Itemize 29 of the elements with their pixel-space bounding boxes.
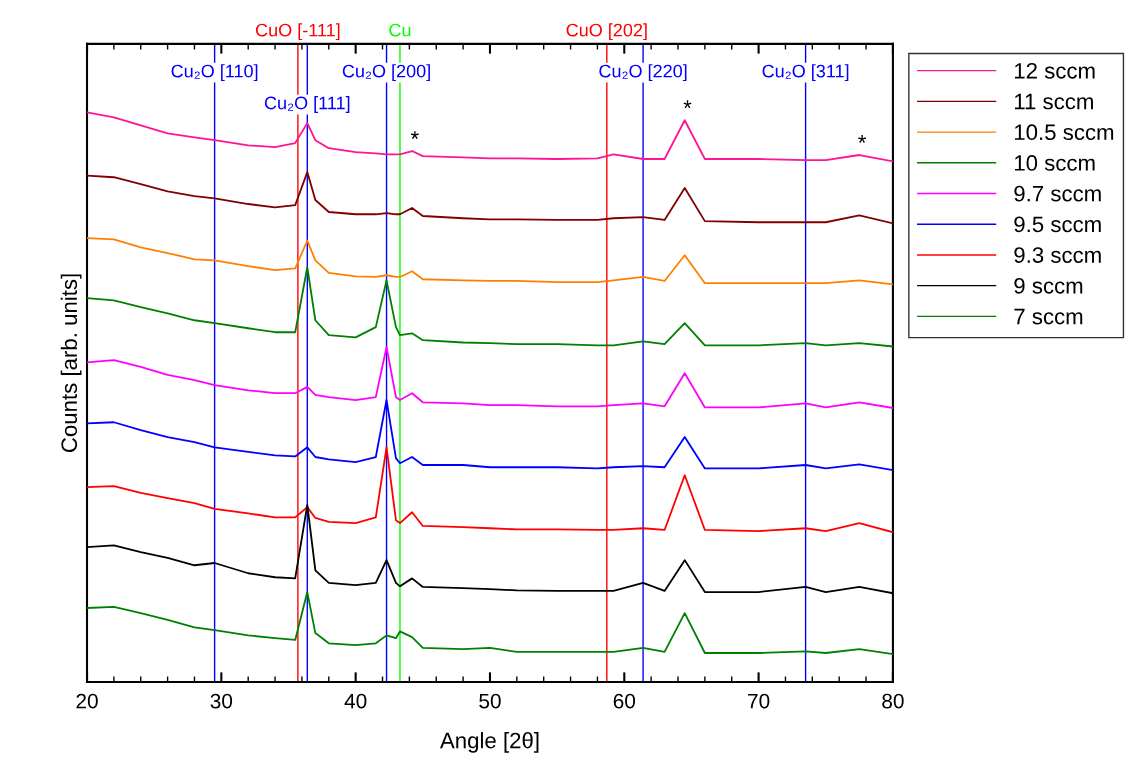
x-tick-label: 50 <box>479 693 501 709</box>
legend-label: 11 sccm <box>1014 93 1093 110</box>
annotation: * <box>683 100 692 109</box>
legend-label: 12 sccm <box>1014 62 1095 79</box>
legend-label: 9.7 sccm <box>1014 185 1101 202</box>
legend-label: 10.5 sccm <box>1014 124 1114 141</box>
x-tick-label: 80 <box>882 693 904 709</box>
ref-line-label: Cu <box>389 23 411 37</box>
annotation: * <box>410 131 419 139</box>
legend-label: 7 sccm <box>1014 308 1083 325</box>
ref-line-label: CuO [202] <box>566 23 647 41</box>
legend-label: 9.5 sccm <box>1014 216 1101 233</box>
ref-line-label: Cu₂O [110] <box>171 64 258 82</box>
ref-line-label: Cu₂O [220] <box>599 64 687 82</box>
ref-line-label: Cu₂O [111] <box>264 96 350 113</box>
x-tick-label: 40 <box>344 693 367 709</box>
x-tick-label: 60 <box>613 693 636 709</box>
legend-label: 10 sccm <box>1014 155 1095 171</box>
y-axis-title: Counts [arb. units] <box>60 274 82 453</box>
x-tick-label: 30 <box>210 693 233 709</box>
legend-label: 9.3 sccm <box>1014 247 1101 263</box>
legend-label: 9 sccm <box>1014 277 1083 294</box>
ref-line-label: Cu₂O [311] <box>762 64 849 82</box>
x-tick-label: 20 <box>76 693 98 709</box>
ref-line-label: CuO [-111] <box>255 23 340 41</box>
annotation: * <box>858 135 867 143</box>
x-tick-label: 70 <box>748 693 770 709</box>
ref-line-label: Cu₂O [200] <box>342 64 430 82</box>
x-axis-title: Angle [2θ] <box>439 732 539 753</box>
